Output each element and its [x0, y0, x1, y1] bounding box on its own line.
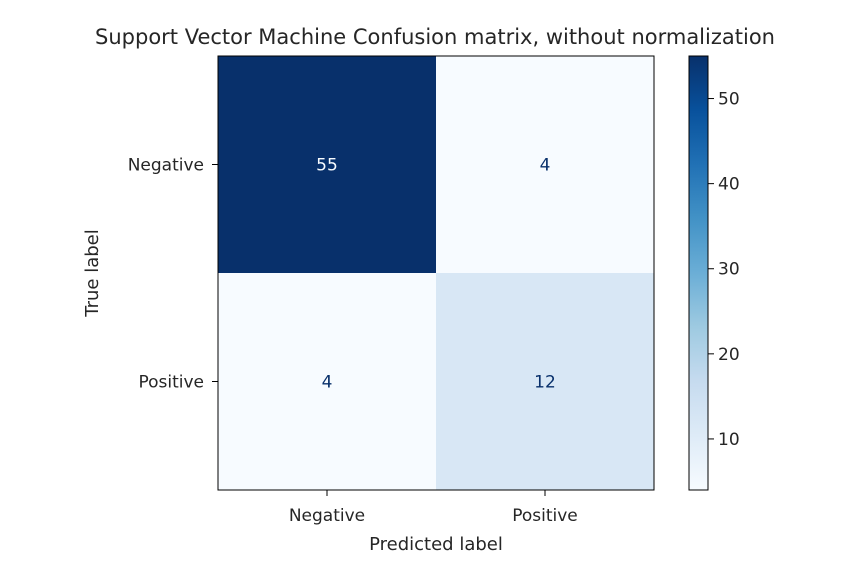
colorbar-tick-label: 50	[718, 90, 740, 110]
x-axis-label: Predicted label	[369, 534, 503, 555]
chart-title: Support Vector Machine Confusion matrix,…	[95, 25, 775, 49]
matrix-cells	[218, 56, 655, 491]
y-axis-label: True label	[82, 229, 103, 318]
y-tick-label: Negative	[128, 156, 204, 176]
colorbar-tick-label: 30	[718, 260, 740, 280]
matrix-cell	[218, 56, 437, 274]
matrix-cell	[436, 273, 655, 491]
plot-frame	[217, 55, 655, 491]
colorbar-tick-label: 20	[718, 345, 740, 365]
matrix-cell	[218, 273, 437, 491]
cell-value-label: 55	[316, 156, 338, 176]
cell-value-label: 4	[322, 373, 333, 393]
x-axis-ticks: Negative Positive	[289, 490, 578, 526]
matrix-cell-labels: 55 4 4 12	[316, 156, 556, 393]
colorbar-tick-label: 40	[718, 175, 740, 195]
x-tick-label: Positive	[512, 506, 578, 526]
cell-value-label: 12	[534, 373, 556, 393]
matrix-cell	[436, 56, 655, 274]
colorbar	[688, 55, 709, 491]
colorbar-tick-label: 10	[718, 430, 740, 450]
y-axis-ticks: Negative Positive	[128, 156, 218, 393]
cell-value-label: 4	[540, 156, 551, 176]
y-tick-label: Positive	[138, 373, 204, 393]
x-tick-label: Negative	[289, 506, 365, 526]
colorbar-ticks: 10 20 30 40 50	[708, 90, 740, 450]
